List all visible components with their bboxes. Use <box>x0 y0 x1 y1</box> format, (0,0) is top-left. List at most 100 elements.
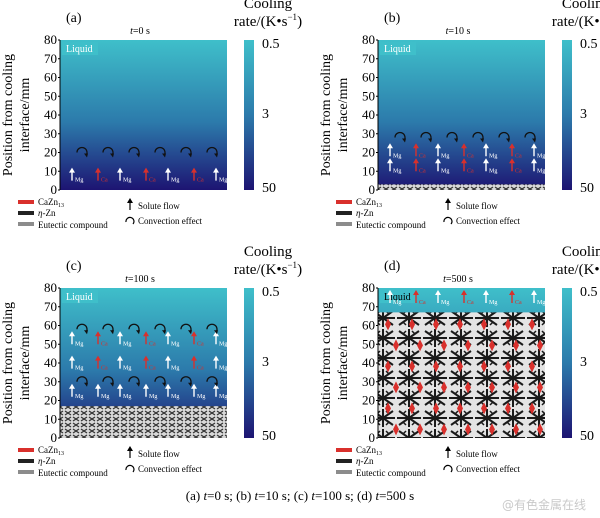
y-tick-label: 30 <box>44 374 57 389</box>
caption-a-value: =0 s; <box>207 488 237 503</box>
legend-cazn13-label: CaZn13 <box>38 445 64 457</box>
liquid-region <box>60 40 227 190</box>
liquid-label: Liquid <box>66 44 93 55</box>
colorbar-tick-bottom: 50 <box>580 181 594 196</box>
solute-flow-arrowhead <box>69 383 75 389</box>
solute-flow-label: Ca <box>467 168 474 174</box>
legend-eta-zn-label: η-Zn <box>38 208 56 218</box>
caption-c-t: t <box>311 488 315 503</box>
convection-arrowhead <box>136 382 140 387</box>
cazn13-crystal <box>457 402 463 415</box>
legend-cazn13-swatch <box>18 200 34 204</box>
liquid-label-box <box>62 290 98 303</box>
legend-convection-label: Convection effect <box>456 464 521 474</box>
cazn13-crystal <box>385 318 391 331</box>
solute-flow-label: Ca <box>149 366 156 372</box>
solute-flow-label: Mg <box>393 300 401 306</box>
convection-arrowhead <box>402 138 406 143</box>
colorbar <box>562 288 572 438</box>
solute-flow-label: Mg <box>537 300 545 306</box>
legend-cazn13-label: CaZn13 <box>356 445 382 457</box>
y-axis-title-line2: interface/mm <box>18 326 33 401</box>
colorbar-tick-mid: 3 <box>580 107 587 122</box>
solute-flow-label: Mg <box>197 394 205 400</box>
colorbar-tick-top: 0.5 <box>580 37 598 52</box>
legend-eta-zn-label: η-Zn <box>356 456 374 466</box>
solute-flow-label: Ca <box>101 178 108 184</box>
legend-cazn13-main: CaZn <box>38 197 58 207</box>
colorbar-title-line1: Cooling <box>562 0 600 12</box>
solute-flow-arrowhead <box>69 355 75 361</box>
legend-eutectic-swatch <box>336 222 352 226</box>
y-tick-label: 10 <box>44 163 57 178</box>
solute-flow-arrowhead <box>531 158 537 164</box>
caption-b-t: t <box>254 488 259 503</box>
solute-flow-arrowhead <box>213 331 219 337</box>
y-tick-label: 50 <box>362 88 375 103</box>
y-tick-label: 40 <box>44 107 57 122</box>
y-tick-label: 0 <box>51 430 58 445</box>
legend-eta: η <box>356 456 361 466</box>
figure-canvas: Position from cooling interface/mm(a)t=0 … <box>1 0 600 478</box>
legend-convection-icon <box>125 464 135 473</box>
convection-arrowhead <box>136 153 140 158</box>
y-tick-label: 60 <box>362 70 375 85</box>
colorbar-tick-mid: 3 <box>580 355 587 370</box>
liquid-label: Liquid <box>384 292 411 303</box>
legend-eta-zn-swatch <box>336 459 352 463</box>
colorbar-title-unit: rate/(K•s <box>552 14 600 30</box>
solute-flow-label: Mg <box>123 341 131 347</box>
solute-flow-label: Mg <box>219 394 227 400</box>
panel-time-value: =10 s <box>448 26 470 37</box>
colorbar-title-line2: rate/(K•s−1) <box>552 12 600 30</box>
y-tick-label: 40 <box>362 107 375 122</box>
y-axis-title: Position from cooling interface/mm <box>319 54 351 176</box>
solute-flow-label: Mg <box>149 394 157 400</box>
solute-flow-arrowhead <box>461 158 467 164</box>
cazn13-crystal <box>433 318 439 331</box>
convection-arrowhead <box>506 138 510 143</box>
solute-flow-arrowhead <box>413 158 419 164</box>
legend-cazn13-sub: 13 <box>376 203 382 209</box>
y-axis-title-line1: Position from cooling <box>319 54 334 176</box>
legend-eutectic-label: Eutectic compound <box>356 468 426 478</box>
solute-flow-arrowhead <box>531 143 537 149</box>
panel-b: Position from cooling interface/mm (b) t=10… <box>319 0 600 230</box>
legend-zn: -Zn <box>360 208 373 218</box>
cazn13-crystal <box>385 360 391 373</box>
panel-time-var: t <box>443 274 446 285</box>
convection-arrowhead <box>84 382 88 387</box>
solute-flow-label: Ca <box>149 341 156 347</box>
solute-flow-label: Mg <box>489 168 497 174</box>
solute-flow-arrowhead <box>413 290 419 295</box>
y-tick-label: 10 <box>44 411 57 426</box>
cazn13-crystal <box>505 402 511 415</box>
cazn13-crystal <box>489 381 495 394</box>
y-axis-title-line1: Position from cooling <box>1 302 16 424</box>
colorbar-tick-bottom: 50 <box>580 429 594 444</box>
solute-flow-arrowhead <box>509 158 515 164</box>
caption-c-value: =100 s; <box>315 488 358 503</box>
solute-flow-label: Mg <box>123 394 131 400</box>
legend-convection-icon <box>443 216 453 225</box>
legend-zn: -Zn <box>42 456 55 466</box>
y-axis-title: Position from cooling interface/mm <box>319 302 351 424</box>
cazn13-crystal <box>441 381 447 394</box>
legend-cazn13-main: CaZn <box>356 445 376 455</box>
y-tick-label: 80 <box>362 32 375 47</box>
solute-flow-arrowhead <box>461 290 467 295</box>
convection-arrowhead <box>214 153 218 158</box>
solute-flow-label: Mg <box>171 394 179 400</box>
legend-solute-flow-label: Solute flow <box>456 449 498 459</box>
legend-cazn13-swatch <box>336 448 352 452</box>
legend-zn: -Zn <box>42 208 55 218</box>
cazn13-crystal <box>441 423 447 436</box>
colorbar <box>244 40 254 190</box>
convection-arrowhead <box>110 330 114 335</box>
convection-arrowhead <box>532 138 536 143</box>
caption-c-tag: (c) <box>293 488 312 503</box>
y-tick-label: 0 <box>369 182 376 197</box>
legend-eutectic-swatch <box>18 222 34 226</box>
legend-cazn13-sub: 13 <box>58 451 64 457</box>
solute-flow-arrowhead <box>165 331 171 337</box>
